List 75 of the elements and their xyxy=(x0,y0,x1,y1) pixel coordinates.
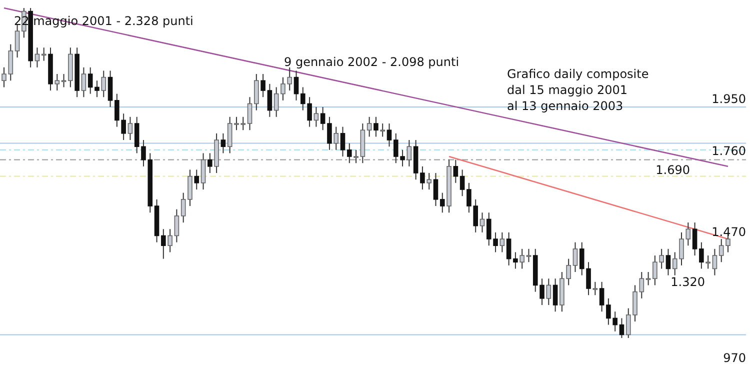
candlestick xyxy=(639,272,644,299)
candlestick xyxy=(327,116,332,150)
annotation: al 13 gennaio 2003 xyxy=(507,99,624,113)
candlestick xyxy=(699,242,704,270)
candlestick xyxy=(546,278,552,306)
annotation: 1.760 xyxy=(712,144,746,158)
candlestick xyxy=(88,66,93,94)
candlestick xyxy=(340,126,346,157)
candlestick xyxy=(374,116,378,138)
candlestick xyxy=(646,272,651,286)
candlestick xyxy=(386,123,392,148)
candlestick xyxy=(406,140,412,167)
candlestick xyxy=(274,86,279,118)
candlestick xyxy=(513,252,518,270)
candlestick xyxy=(314,106,319,128)
candlestick xyxy=(61,74,66,88)
candlestick xyxy=(552,278,558,312)
candlestick xyxy=(520,248,524,270)
candlestick xyxy=(161,228,166,260)
candlestick xyxy=(54,74,60,91)
candlestick xyxy=(480,212,485,233)
candlestick xyxy=(220,132,226,154)
candlestick xyxy=(453,159,458,184)
candlestick xyxy=(168,228,172,253)
candlestick xyxy=(267,83,272,118)
candlestick xyxy=(433,172,438,206)
candlestick xyxy=(108,70,113,108)
candlestick xyxy=(320,106,326,131)
candlestick xyxy=(174,208,180,243)
candlestick xyxy=(712,248,718,276)
candlestick xyxy=(294,70,299,101)
candlestick xyxy=(706,255,710,270)
candlestick xyxy=(666,248,671,276)
candlestick xyxy=(599,281,604,312)
candlestick xyxy=(354,149,358,164)
candlestick xyxy=(572,242,578,272)
annotation: 1.470 xyxy=(712,225,746,239)
annotation: 1.320 xyxy=(670,275,705,289)
candlestick xyxy=(188,169,192,206)
candlestick xyxy=(460,169,465,197)
candlestick xyxy=(334,126,339,150)
candlestick xyxy=(260,74,266,98)
annotation: 1.950 xyxy=(712,92,746,106)
candlestick xyxy=(94,80,100,98)
text: 970 xyxy=(723,351,746,365)
candlestick xyxy=(346,142,352,164)
candlestick xyxy=(247,96,252,131)
candlestick xyxy=(526,248,532,263)
candlestick xyxy=(227,116,232,154)
candlestick xyxy=(592,281,598,296)
candlestick xyxy=(208,152,212,174)
candlestick xyxy=(500,232,505,253)
candlestick xyxy=(200,152,206,190)
candlestick xyxy=(619,318,624,338)
candlestick xyxy=(426,172,432,190)
candlestick xyxy=(34,47,40,68)
candlestick xyxy=(692,222,698,256)
candlestick xyxy=(254,74,259,111)
candlestick xyxy=(380,123,386,138)
annotation: Grafico daily composite xyxy=(507,67,649,81)
candlestick xyxy=(128,116,133,140)
candlestick xyxy=(440,192,445,214)
annotation: dal 15 maggio 2001 xyxy=(507,83,628,97)
candlestick xyxy=(101,70,106,98)
candlestick xyxy=(134,116,140,154)
candlestick xyxy=(420,166,425,190)
candlestick xyxy=(366,116,372,138)
candlestick xyxy=(180,192,186,223)
candlestick xyxy=(194,169,200,190)
candlestick xyxy=(14,24,20,58)
candlestick xyxy=(41,47,46,62)
annotation: 9 gennaio 2002 - 2.098 punti xyxy=(284,55,460,69)
candlestick xyxy=(81,66,86,98)
annotation: 1.690 xyxy=(656,163,690,177)
candlestick xyxy=(506,232,512,266)
